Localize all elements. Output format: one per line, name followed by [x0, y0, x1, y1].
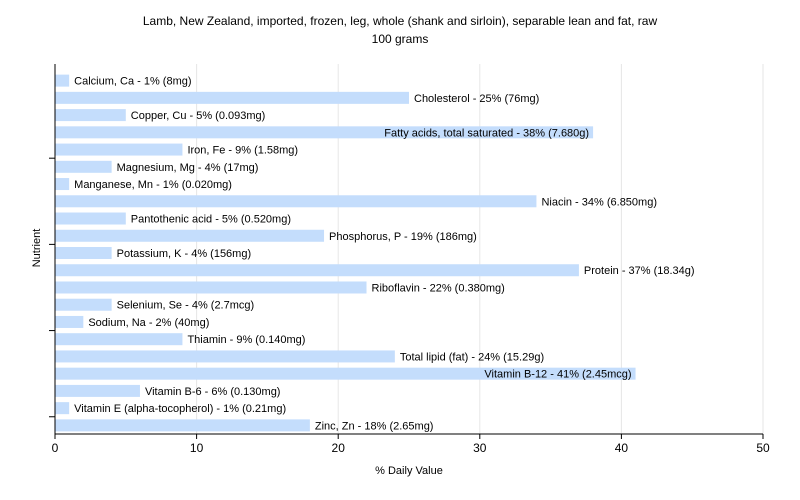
x-tick-label: 10: [190, 441, 204, 455]
data-label: Copper, Cu - 5% (0.093mg): [131, 110, 266, 122]
x-axis-label: % Daily Value: [375, 465, 443, 477]
data-label: Selenium, Se - 4% (2.7mcg): [117, 300, 255, 312]
data-label: Fatty acids, total saturated - 38% (7.68…: [384, 127, 589, 139]
data-label: Protein - 37% (18.34g): [584, 265, 695, 277]
data-label: Calcium, Ca - 1% (8mg): [74, 76, 191, 88]
x-tick-label: 40: [615, 441, 629, 455]
data-label: Pantothenic acid - 5% (0.520mg): [131, 214, 291, 226]
bar[interactable]: [55, 109, 126, 122]
bar[interactable]: [55, 160, 112, 173]
bar[interactable]: [55, 178, 70, 191]
data-label: Sodium, Na - 2% (40mg): [88, 317, 209, 329]
bar[interactable]: [55, 212, 126, 225]
bar[interactable]: [55, 298, 112, 311]
x-tick-label: 0: [52, 441, 59, 455]
bar[interactable]: [55, 350, 395, 363]
data-label: Thiamin - 9% (0.140mg): [187, 334, 305, 346]
chart-subtitle: 100 grams: [371, 32, 429, 46]
data-label: Potassium, K - 4% (156mg): [117, 248, 252, 260]
data-label: Total lipid (fat) - 24% (15.29g): [400, 351, 544, 363]
bar[interactable]: [55, 126, 594, 139]
bar[interactable]: [55, 419, 310, 432]
bar[interactable]: [55, 402, 70, 415]
x-tick-label: 30: [473, 441, 487, 455]
data-label: Vitamin B-12 - 41% (2.45mcg): [484, 369, 631, 381]
data-label: Vitamin B-6 - 6% (0.130mg): [145, 386, 281, 398]
bar[interactable]: [55, 74, 70, 87]
bar[interactable]: [55, 247, 112, 259]
bar[interactable]: [55, 367, 636, 380]
data-label: Zinc, Zn - 18% (2.65mg): [315, 420, 434, 432]
data-label: Cholesterol - 25% (76mg): [414, 93, 539, 105]
data-label: Riboflavin - 22% (0.380mg): [372, 282, 505, 294]
data-label: Magnesium, Mg - 4% (17mg): [117, 162, 259, 174]
data-label: Iron, Fe - 9% (1.58mg): [187, 145, 298, 157]
data-label: Manganese, Mn - 1% (0.020mg): [74, 179, 232, 191]
bar[interactable]: [55, 264, 579, 277]
data-label: Vitamin E (alpha-tocopherol) - 1% (0.21m…: [74, 403, 286, 415]
bar[interactable]: [55, 195, 537, 208]
x-tick-label: 20: [332, 441, 346, 455]
bar[interactable]: [55, 281, 367, 294]
bar[interactable]: [55, 229, 325, 242]
bar[interactable]: [55, 384, 140, 397]
bar[interactable]: [55, 143, 183, 156]
x-tick-label: 50: [756, 441, 770, 455]
data-label: Phosphorus, P - 19% (186mg): [329, 231, 477, 243]
bar[interactable]: [55, 315, 84, 328]
bar[interactable]: [55, 333, 183, 346]
chart-title: Lamb, New Zealand, imported, frozen, leg…: [142, 14, 658, 28]
data-label: Niacin - 34% (6.850mg): [541, 196, 657, 208]
bar[interactable]: [55, 91, 409, 104]
